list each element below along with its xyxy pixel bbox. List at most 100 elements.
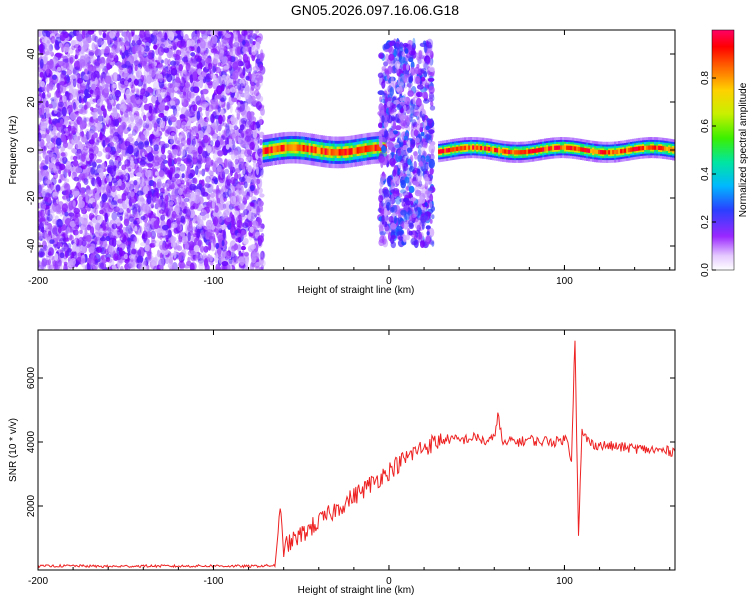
- heatmap-cell: [210, 113, 215, 124]
- heatmap-cell: [45, 100, 49, 108]
- heatmap-cell: [196, 228, 201, 239]
- heatmap-cell: [221, 171, 226, 180]
- heatmap-cell: [164, 129, 170, 137]
- heatmap-cell: [46, 60, 54, 66]
- heatmap-cell: [180, 121, 187, 129]
- heatmap-cell: [225, 128, 231, 138]
- heatmap-cell: [165, 244, 169, 250]
- heatmap-cell: [45, 134, 52, 143]
- heatmap-cell: [176, 49, 182, 56]
- heatmap-cell: [178, 201, 186, 211]
- heatmap-cell: [52, 196, 60, 206]
- heatmap-cell: [83, 178, 89, 185]
- heatmap-cell: [71, 171, 77, 181]
- heatmap-cell: [59, 237, 66, 245]
- heatmap-cell: [187, 231, 191, 242]
- heatmap-cell: [70, 74, 77, 79]
- heatmap-cell: [69, 234, 73, 241]
- heatmap-cell: [146, 252, 152, 262]
- heatmap-cell: [143, 226, 148, 232]
- heatmap-cell: [238, 190, 243, 199]
- heatmap-cell: [92, 265, 99, 270]
- heatmap-cell: [249, 261, 255, 270]
- heatmap-cell: [256, 205, 260, 216]
- heatmap-cell: [104, 48, 109, 54]
- heatmap-cell: [43, 145, 47, 151]
- heatmap-cell: [221, 79, 225, 90]
- heatmap-cell: [200, 229, 205, 240]
- heatmap-cell: [61, 95, 67, 102]
- heatmap-cell: [178, 252, 182, 262]
- heatmap-cell: [140, 134, 146, 141]
- heatmap-cell: [167, 263, 173, 269]
- heatmap-cell: [217, 40, 221, 51]
- heatmap-cell: [57, 101, 64, 107]
- heatmap-cell: [47, 251, 52, 256]
- heatmap-cell: [80, 82, 85, 91]
- heatmap-cell: [174, 137, 180, 145]
- heatmap-cell: [149, 242, 156, 248]
- heatmap-cell: [39, 71, 44, 78]
- heatmap-cell: [190, 192, 196, 202]
- heatmap-cell: [190, 39, 196, 47]
- heatmap-cell: [249, 226, 254, 233]
- heatmap-cell: [205, 47, 209, 54]
- heatmap-cell: [192, 155, 198, 165]
- heatmap-cell: [100, 255, 104, 261]
- heatmap-cell: [237, 83, 242, 91]
- heatmap-cell: [176, 197, 181, 204]
- heatmap-cell: [164, 194, 169, 202]
- heatmap-cell: [128, 258, 136, 269]
- heatmap-cell: [200, 99, 206, 104]
- heatmap-cell: [68, 94, 75, 100]
- heatmap-cell: [127, 244, 131, 254]
- heatmap-cell: [212, 65, 217, 74]
- heatmap-cell: [147, 163, 153, 168]
- heatmap-cell: [128, 111, 133, 116]
- spectrogram-image: [38, 30, 675, 270]
- heatmap-cell: [101, 193, 108, 203]
- heatmap-cell: [122, 232, 129, 242]
- heatmap-cell: [104, 152, 109, 159]
- heatmap-cell: [235, 183, 241, 189]
- heatmap-cell: [235, 237, 240, 243]
- heatmap-cell: [169, 115, 176, 121]
- heatmap-cell: [226, 101, 230, 111]
- heatmap-cell: [109, 31, 116, 39]
- heatmap-cell: [175, 76, 181, 83]
- heatmap-cell: [95, 159, 103, 164]
- heatmap-cell: [143, 178, 150, 187]
- heatmap-cell: [154, 131, 160, 138]
- heatmap-cell: [163, 47, 170, 53]
- heatmap-cell: [110, 128, 114, 139]
- heatmap-cell: [212, 212, 220, 217]
- heatmap-cell: [94, 207, 98, 216]
- heatmap-cell: [205, 161, 212, 166]
- heatmap-cell: [202, 191, 209, 197]
- heatmap-cell: [106, 202, 110, 210]
- heatmap-cell: [73, 136, 78, 144]
- heatmap-cell: [66, 69, 73, 76]
- heatmap-cell: [45, 179, 53, 185]
- heatmap-cell: [54, 253, 59, 261]
- heatmap-cell: [153, 144, 159, 152]
- heatmap-cell: [106, 177, 110, 183]
- heatmap-cell: [103, 108, 107, 118]
- heatmap-cell: [242, 237, 249, 245]
- heatmap-cell: [42, 204, 46, 210]
- heatmap-cell: [164, 58, 169, 65]
- heatmap-cell: [200, 39, 206, 49]
- heatmap-cell: [158, 54, 162, 63]
- heatmap-cell: [70, 155, 74, 161]
- heatmap-cell: [135, 94, 140, 101]
- heatmap-cell: [81, 30, 86, 40]
- heatmap-cell: [253, 189, 258, 194]
- heatmap-cell: [186, 154, 193, 163]
- heatmap-cell: [81, 143, 85, 150]
- heatmap-cell: [222, 191, 229, 199]
- heatmap-cell: [171, 105, 177, 110]
- heatmap-cell: [135, 98, 142, 106]
- heatmap-cell: [223, 233, 227, 241]
- heatmap-cell: [87, 257, 91, 263]
